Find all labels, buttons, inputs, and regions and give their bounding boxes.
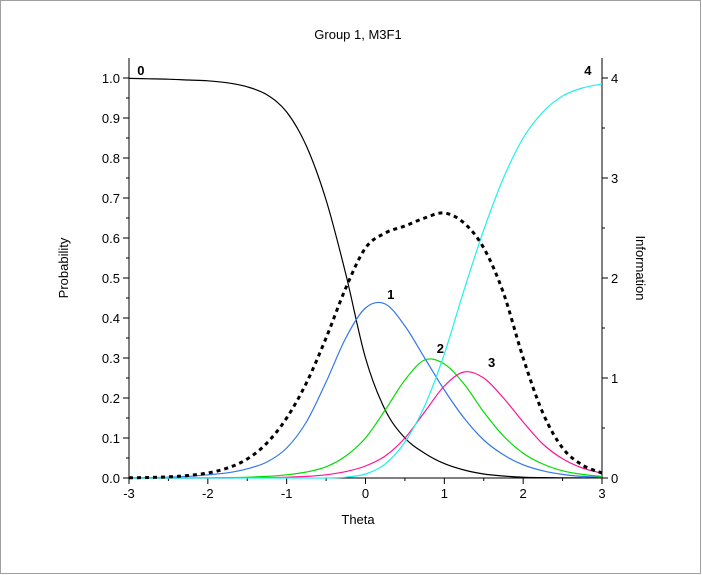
y2-tick-label: 2 (611, 271, 618, 286)
left-y-axis-label: Probability (56, 237, 71, 298)
y2-tick-label: 4 (611, 71, 618, 86)
y-tick-label: 0.3 (102, 351, 120, 366)
category-curve-1 (128, 301, 603, 479)
y-tick-label: 1.0 (102, 71, 120, 86)
y-tick-label: 0.6 (102, 231, 120, 246)
y-tick-label: 0.5 (102, 271, 120, 286)
y-tick-label: 0.4 (102, 311, 120, 326)
series-label-4: 4 (584, 63, 592, 78)
x-tick-label: -2 (202, 486, 214, 501)
x-axis-label: Theta (341, 512, 375, 527)
x-tick-label: -1 (281, 486, 293, 501)
category-curve-0 (128, 77, 603, 479)
left-y-axis-ticks: 0.0 0.1 0.2 0.3 0.4 0.5 0.6 0.7 0.8 0.9 1.0 (102, 71, 129, 486)
right-y-axis-label: Information (633, 235, 648, 300)
series-label-2: 2 (437, 341, 444, 356)
plot-area (129, 58, 602, 478)
y-tick-label: 0.9 (102, 111, 120, 126)
x-axis-ticks: -3 -2 -1 0 1 2 3 (123, 478, 606, 501)
y2-tick-label: 1 (611, 371, 618, 386)
information-curve-dashed (128, 211, 603, 480)
y-tick-label: 0.1 (102, 431, 120, 446)
series-label-1: 1 (387, 287, 394, 302)
series-layer (128, 77, 603, 480)
y-tick-label: 0.8 (102, 151, 120, 166)
right-y-axis-ticks: 0 1 2 3 4 (602, 71, 618, 486)
y2-tick-label: 0 (611, 471, 618, 486)
y-tick-label: 0.0 (102, 471, 120, 486)
y2-tick-label: 3 (611, 171, 618, 186)
x-tick-label: -3 (123, 486, 135, 501)
plot-background (129, 58, 602, 478)
y-tick-label: 0.2 (102, 391, 120, 406)
series-label-layer: 0 1 2 3 4 (137, 63, 592, 370)
y-tick-label: 0.7 (102, 191, 120, 206)
x-tick-label: 0 (362, 486, 369, 501)
x-tick-label: 1 (441, 486, 448, 501)
x-tick-label: 3 (598, 486, 605, 501)
series-label-0: 0 (137, 63, 144, 78)
x-tick-label: 2 (520, 486, 527, 501)
series-label-3: 3 (488, 355, 495, 370)
chart-title: Group 1, M3F1 (314, 27, 401, 42)
category-curve-4 (129, 83, 603, 479)
